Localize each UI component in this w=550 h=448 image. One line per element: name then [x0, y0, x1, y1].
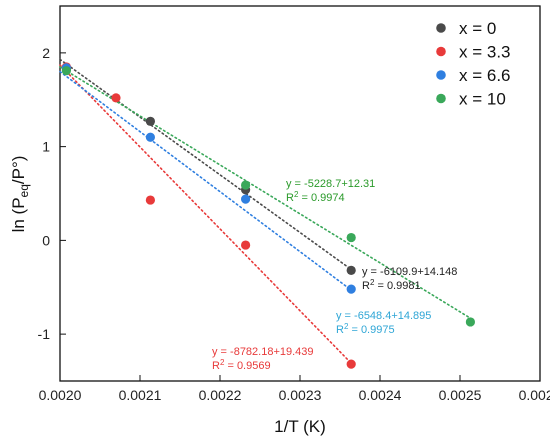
x-tick-label: 0.0024	[359, 387, 402, 403]
y-axis-label-tail: /P°)	[9, 156, 28, 185]
x-tick-label: 0.0022	[199, 387, 242, 403]
fit-equation-x-3-3: y = -8782.18+19.439	[212, 346, 314, 358]
y-tick-label: 1	[42, 139, 50, 155]
y-tick-label: -1	[38, 326, 51, 342]
y-axis-label-subscript: eq	[17, 184, 31, 197]
legend-label-x-10: x = 10	[459, 90, 506, 109]
fit-line-x-0	[59, 58, 353, 271]
y-tick-label: 0	[42, 232, 50, 248]
data-point-x-0	[346, 265, 356, 275]
data-point-x-3-3	[346, 359, 356, 369]
data-point-x-6-6	[145, 132, 155, 142]
x-tick-label: 0.0023	[279, 387, 322, 403]
legend-marker-x-0	[436, 23, 446, 33]
legend-label-x-3-3: x = 3.3	[459, 43, 511, 62]
fit-equation-x-6-6: y = -6548.4+14.895	[336, 310, 431, 322]
y-axis-label-main: ln (P	[9, 197, 28, 232]
y-axis-label: ln (Peq/P°)	[9, 156, 31, 233]
fit-r2-x-10: R2 = 0.9974	[286, 190, 345, 204]
fit-equation-x-10: y = -5228.7+12.31	[286, 178, 375, 190]
fit-r2-x-3-3: R2 = 0.9569	[212, 358, 271, 372]
fit-r2-x-0: R2 = 0.9981	[362, 278, 421, 292]
fit-r2-x-6-6: R2 = 0.9975	[336, 322, 395, 336]
fit-equation-x-0: y = -6109.9+14.148	[362, 266, 457, 278]
fit-lines	[59, 58, 472, 364]
legend-marker-x-10	[436, 93, 446, 104]
data-point-x-10	[346, 232, 356, 243]
x-tick-label: 0.0026	[519, 387, 550, 403]
y-tick-label: 2	[42, 45, 50, 61]
y-axis-ticks: -1 0 1 2	[38, 45, 66, 342]
legend-label-x-6-6: x = 6.6	[459, 66, 511, 85]
data-point-x-6-6	[346, 284, 356, 294]
data-point-x-10	[465, 317, 475, 327]
fit-line-x-3-3	[59, 64, 353, 364]
x-tick-label: 0.0025	[439, 387, 482, 403]
data-point-x-10	[241, 180, 251, 190]
data-point-x-6-6	[241, 194, 251, 204]
x-axis-label: 1/T (K)	[274, 417, 326, 436]
legend-marker-x-6-6	[436, 70, 446, 80]
data-points	[61, 62, 475, 369]
fit-line-x-6-6	[59, 70, 353, 291]
data-point-x-0	[145, 116, 155, 126]
data-point-x-3-3	[241, 240, 251, 250]
data-point-x-10	[61, 66, 71, 76]
legend-marker-x-3-3	[436, 46, 446, 57]
legend: x = 0 x = 3.3 x = 6.6 x = 10	[436, 19, 511, 109]
x-tick-label: 0.0020	[39, 387, 82, 403]
fit-line-x-10	[59, 66, 472, 319]
data-point-x-3-3	[111, 93, 121, 103]
x-axis-ticks: 0.0020 0.0021 0.0022 0.0023 0.0024 0.0025 0.00…	[39, 375, 550, 403]
x-tick-label: 0.0021	[119, 387, 162, 403]
legend-label-x-0: x = 0	[459, 19, 496, 38]
data-point-x-3-3	[145, 195, 155, 205]
